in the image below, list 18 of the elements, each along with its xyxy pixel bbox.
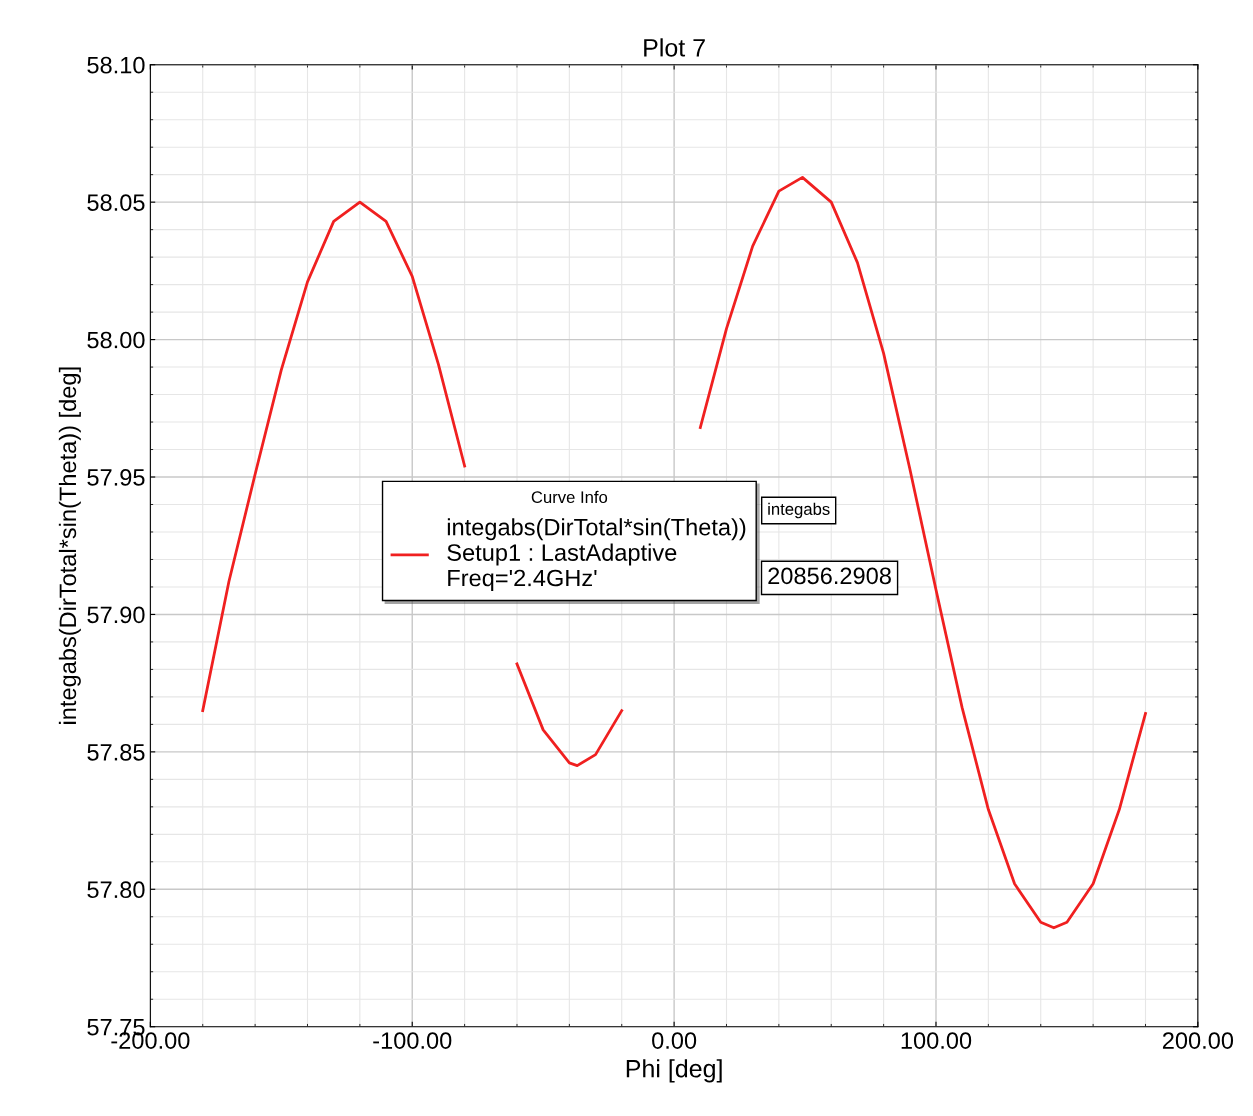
y-tick-label: 57.95	[87, 469, 145, 486]
y-axis-title: integabs(DirTotal*sin(Theta)) [deg]	[58, 367, 81, 724]
x-tick-label: 100.00	[901, 1032, 972, 1049]
y-tick-label: 58.00	[87, 331, 145, 349]
x-axis-title: Phi [deg]	[626, 1059, 722, 1083]
x-tick-label: 200.00	[1162, 1032, 1234, 1049]
y-tick-label: 57.80	[87, 881, 145, 899]
x-tick-label: -100.00	[373, 1032, 452, 1049]
annotation: integabs	[768, 502, 830, 519]
x-tick-label: 0.00	[652, 1032, 697, 1049]
chart-title: Plot 7	[644, 38, 705, 57]
y-tick-label: 58.10	[87, 56, 145, 74]
y-tick-label: 58.05	[87, 194, 145, 211]
legend-label: integabs(DirTotal*sin(Theta)) Setup1 : LastAdaptive Freq='2.4GHz'	[447, 518, 746, 592]
annotation: 20856.2908	[768, 567, 891, 585]
y-tick-label: 57.85	[87, 743, 145, 761]
legend-title: Curve Info	[531, 490, 608, 504]
y-tick-label: 57.90	[87, 606, 145, 624]
